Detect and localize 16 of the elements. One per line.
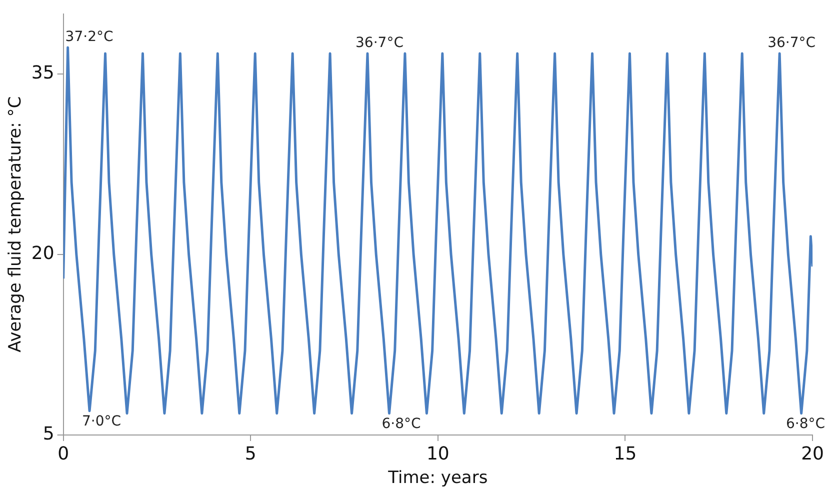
x-tick-label: 0: [58, 443, 70, 464]
annotation: 37·2°C: [65, 29, 114, 46]
x-tick-label: 15: [614, 443, 637, 464]
x-tick-label: 20: [801, 443, 824, 464]
x-axis-title: Time: years: [387, 468, 488, 488]
annotation: 6·8°C: [786, 416, 826, 432]
annotation: 6·8°C: [382, 416, 421, 432]
y-tick-label: 20: [31, 243, 54, 264]
annotation: 36·7°C: [356, 35, 404, 52]
annotation: 36·7°C: [768, 35, 816, 52]
x-tick-label: 5: [244, 443, 256, 464]
y-axis-title: Average fluid temperature: °C: [6, 96, 26, 352]
y-tick-label: 35: [31, 62, 54, 84]
y-tick-label: 5: [42, 424, 54, 445]
annotation: 7·0°C: [82, 414, 122, 430]
x-tick-label: 10: [426, 443, 450, 464]
